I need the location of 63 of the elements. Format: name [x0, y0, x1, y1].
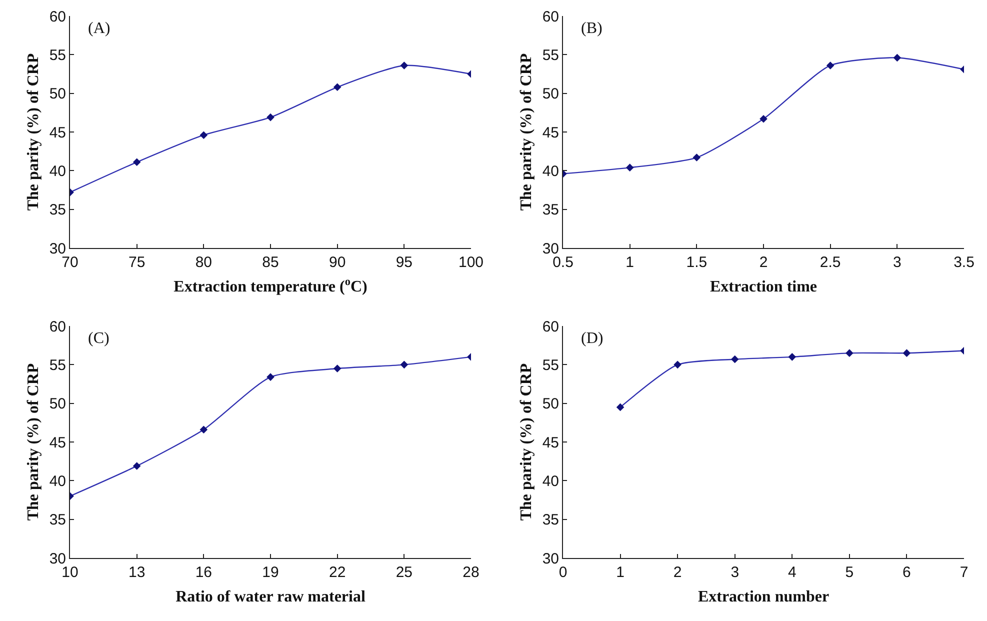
x-tick-label: 85	[262, 254, 279, 271]
y-tick-label: 50	[542, 396, 559, 413]
y-tick-label: 60	[542, 318, 559, 336]
x-tick-label: 95	[396, 254, 413, 271]
x-tick-label: 0	[558, 564, 568, 581]
y-tick-label: 55	[542, 46, 559, 64]
x-tick-label: 3	[893, 254, 902, 271]
y-tick-label: 30	[542, 550, 559, 568]
y-tick-label: 35	[542, 202, 559, 219]
x-tick-label: 1.5	[686, 254, 708, 271]
y-axis-title: The parity (%) of CRP	[25, 363, 42, 521]
y-tick-label: 50	[542, 86, 559, 103]
y-tick-label: 45	[542, 434, 559, 452]
x-axis-title: Extraction temperature ($^{o}$C)	[174, 276, 368, 296]
x-tick-label: 19	[262, 564, 279, 581]
y-tick-label: 60	[49, 318, 66, 336]
y-axis-title: The parity (%) of CRP	[518, 53, 536, 211]
x-axis-title: Extraction number	[698, 588, 830, 606]
x-tick-label: 80	[195, 254, 212, 271]
y-tick-label: 40	[542, 472, 559, 490]
x-tick-label: 28	[462, 564, 480, 581]
x-tick-label: 90	[328, 254, 346, 271]
x-tick-label: 3	[730, 564, 740, 581]
y-tick-label: 55	[542, 356, 559, 374]
y-tick-label: 50	[49, 396, 66, 413]
y-tick-label: 55	[49, 356, 66, 374]
y-tick-label: 45	[542, 124, 559, 142]
annotation: (D)	[581, 330, 604, 347]
y-tick-label: 55	[49, 46, 66, 64]
x-tick-label: 75	[128, 254, 146, 271]
y-tick-label: 60	[49, 8, 66, 26]
y-tick-label: 35	[49, 202, 66, 219]
y-tick-label: 35	[49, 512, 66, 529]
y-axis-title: The parity (%) of CRP	[518, 363, 536, 521]
x-tick-label: 5	[845, 564, 854, 581]
annotation: (C)	[88, 330, 110, 347]
y-axis-title: The parity (%) of CRP	[25, 53, 42, 211]
y-tick-label: 40	[542, 162, 559, 180]
y-tick-label: 60	[542, 8, 559, 26]
x-axis-title: Ratio of water raw material	[176, 588, 366, 606]
x-axis-title: Extraction time	[710, 278, 818, 296]
y-tick-label: 40	[49, 472, 66, 490]
x-tick-label: 25	[396, 564, 413, 581]
x-tick-label: 22	[328, 564, 346, 581]
y-tick-label: 45	[49, 124, 66, 142]
y-tick-label: 50	[49, 86, 66, 103]
x-tick-label: 6	[902, 564, 911, 581]
annotation: (B)	[581, 20, 602, 37]
x-tick-label: 13	[128, 564, 146, 581]
y-tick-label: 45	[49, 434, 66, 452]
y-tick-label: 40	[49, 162, 66, 180]
x-tick-label: 2	[673, 564, 682, 581]
x-tick-label: 1	[626, 254, 634, 271]
x-tick-label: 4	[788, 564, 796, 581]
x-tick-label: 16	[195, 564, 212, 581]
x-tick-label: 3.5	[954, 254, 974, 271]
x-tick-label: 2	[759, 254, 768, 271]
x-tick-label: 100	[458, 254, 484, 271]
annotation: (A)	[88, 20, 110, 37]
x-tick-label: 2.5	[820, 254, 841, 271]
y-tick-label: 35	[542, 512, 559, 529]
x-tick-label: 1	[616, 564, 624, 581]
x-tick-label: 7	[960, 564, 968, 581]
